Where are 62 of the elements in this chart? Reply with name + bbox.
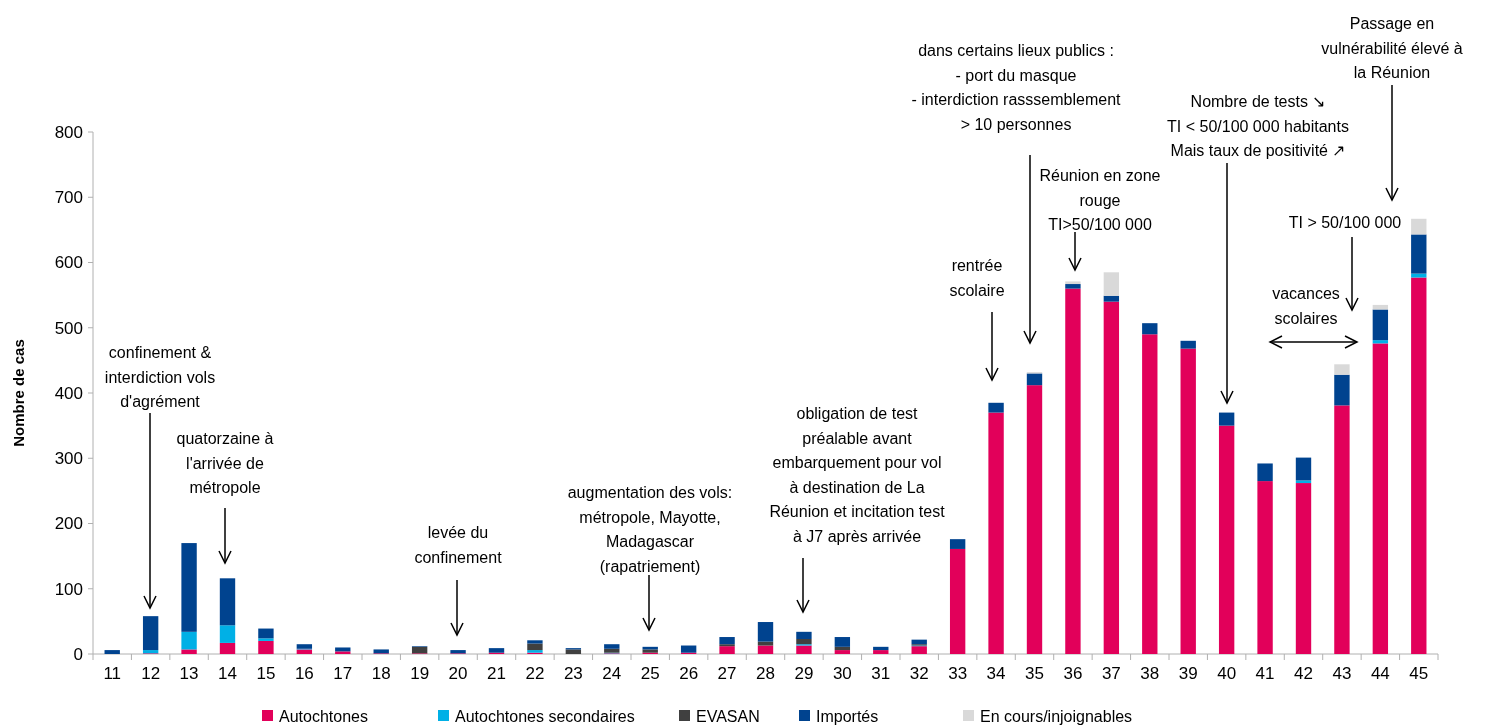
text: Passage en vulnérabilité élevé à la Réunion [1321,15,1463,81]
annotation: obligation de test préalable avant embarquement pour vol à destination de La Réunion et incitation test à J7 après arrivée [769,405,946,545]
x-tick-label: 15 [256,664,276,683]
annotation: TI > 50/100 000 [1288,214,1402,231]
x-tick-label: 31 [871,664,891,683]
annotation: confinement & interdiction vols d'agrément [104,344,216,410]
x-tick-label: 29 [794,664,814,683]
x-tick-label: 20 [448,664,468,683]
y-tick-label: 200 [54,514,83,534]
x-tick-label: 12 [141,664,161,683]
x-tick-label: 14 [218,664,237,683]
annotation: levée du confinement [414,524,503,566]
x-tick-label: 25 [640,664,660,683]
x-tick-label: 27 [717,664,737,683]
x-tick-label: 22 [525,664,545,683]
y-axis-title: Nombre de cas [10,339,27,447]
x-tick-label: 40 [1217,664,1237,683]
y-tick-label: 600 [54,253,83,273]
x-tick-label: 42 [1294,664,1313,683]
x-tick-label: 44 [1370,664,1390,683]
x-tick-label: 18 [371,664,391,683]
x-tick-label: 45 [1409,664,1429,683]
y-tick-label: 500 [54,318,83,338]
x-tick-label: 13 [179,664,199,683]
annotation: quatorzaine à l'arrivée de métropole [176,430,274,496]
y-tick-label: 300 [54,449,83,469]
annotation: Nombre de tests ↘ TI < 50/100 000 habitants Mais taux de positivité ↗ [1167,93,1349,159]
annotation: vacances scolaires [1272,285,1340,327]
y-tick-label: 800 [54,122,83,142]
x-tick-label: 16 [294,664,314,683]
x-tick-label: 21 [487,664,506,683]
y-tick-label: 0 [73,644,83,664]
x-tick-label: 39 [1178,664,1198,683]
x-tick-label: 38 [1140,664,1160,683]
x-tick-label: 41 [1255,664,1275,683]
y-tick-label: 700 [54,188,83,208]
x-tick-label: 37 [1101,664,1121,683]
x-tick-label: 34 [986,664,1006,683]
x-tick-label: 11 [103,664,122,683]
x-tick-label: 23 [563,664,583,683]
legend-label: En cours/injoignables [980,707,1133,725]
legend-label: Autochtones secondaires [455,707,635,725]
x-tick-label: 24 [602,664,622,683]
y-tick-label: 400 [54,383,83,403]
x-tick-label: 26 [679,664,699,683]
annotation: dans certains lieux publics : - port du masque - interdiction rasssemblement > 10 personnes [911,42,1122,133]
x-tick-label: 43 [1332,664,1352,683]
y-tick-label: 100 [54,579,83,599]
annotation: augmentation des vols: métropole, Mayotte, Madagascar (rapatriement) [567,484,733,575]
x-tick-label: 19 [410,664,430,683]
legend-label: Autochtones [279,707,368,725]
annotation: Réunion en zone rouge TI>50/100 000 [1039,167,1161,233]
x-tick-label: 36 [1063,664,1083,683]
x-tick-label: 35 [1025,664,1044,683]
x-tick-label: 33 [948,664,968,683]
x-tick-label: 30 [832,664,852,683]
annotation: rentrée scolaire [949,257,1005,299]
legend-label: Importés [816,707,879,725]
x-tick-label: 28 [756,664,775,683]
x-tick-label: 32 [909,664,929,683]
legend-label: EVASAN [696,707,760,725]
x-tick-label: 17 [333,664,353,683]
